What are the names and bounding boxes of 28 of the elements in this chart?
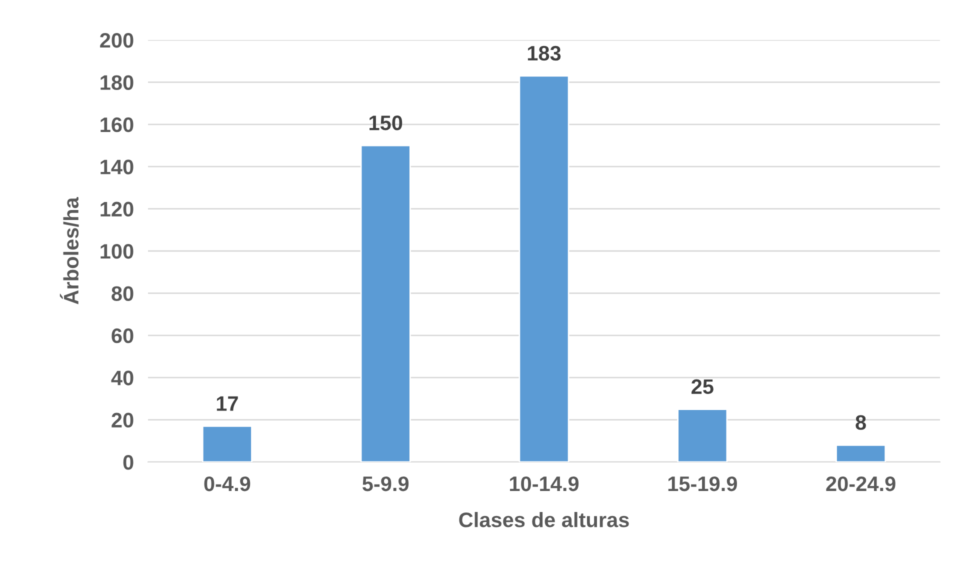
y-tick-label: 200	[100, 33, 134, 48]
x-tick-label: 0-4.9	[204, 476, 250, 492]
y-tick-label: 180	[100, 75, 134, 90]
y-tick-label: 60	[112, 328, 134, 344]
x-tick-label: 5-9.9	[362, 476, 409, 492]
y-tick-label: 80	[112, 286, 134, 301]
bar	[518, 75, 570, 462]
x-tick-label: 20-24.9	[826, 476, 896, 492]
x-tick-label: 10-14.9	[510, 476, 579, 492]
y-tick-label: 100	[100, 244, 134, 259]
bar	[202, 425, 252, 462]
x-tick-label: 15-19.9	[668, 476, 737, 492]
y-tick-label: 0	[123, 455, 134, 470]
data-label: 8	[856, 415, 866, 430]
x-axis-title: Clases de alturas	[459, 512, 629, 528]
y-axis-title: Árboles/ha	[60, 197, 79, 304]
bar	[677, 408, 728, 462]
bar	[836, 444, 886, 462]
data-label: 25	[692, 379, 714, 394]
bar	[360, 144, 411, 462]
data-label: 183	[528, 46, 561, 61]
data-label: 150	[370, 116, 402, 130]
data-label: 17	[216, 396, 238, 411]
y-tick-label: 140	[100, 160, 134, 174]
y-tick-label: 120	[100, 202, 134, 217]
y-tick-label: 20	[112, 412, 134, 428]
y-tick-label: 40	[111, 370, 134, 386]
y-tick-label: 160	[100, 117, 134, 132]
